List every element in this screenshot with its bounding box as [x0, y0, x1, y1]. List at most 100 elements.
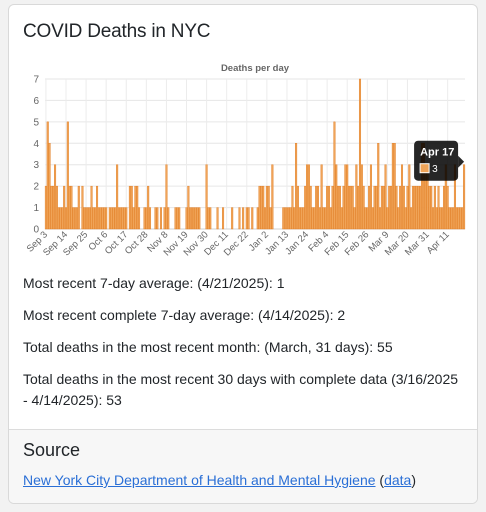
bar — [320, 164, 323, 230]
bar — [85, 207, 88, 230]
bar — [52, 185, 55, 230]
bar — [238, 207, 241, 230]
bar — [373, 185, 376, 230]
y-tick-label: 7 — [33, 75, 39, 86]
bar — [408, 164, 411, 230]
bar — [130, 185, 133, 230]
bar — [187, 185, 190, 230]
bar — [351, 185, 354, 230]
bar — [375, 185, 378, 230]
data-link[interactable]: data — [384, 472, 412, 488]
bar — [269, 207, 272, 230]
bar — [342, 185, 345, 230]
bar — [143, 207, 146, 230]
bar — [114, 207, 117, 230]
bar — [88, 207, 91, 230]
bar — [68, 185, 71, 230]
bar — [242, 207, 245, 230]
bar — [112, 207, 115, 230]
bar — [110, 207, 113, 230]
bar — [349, 185, 352, 230]
bar — [380, 185, 383, 230]
bar — [437, 185, 440, 230]
bar — [57, 207, 60, 230]
bar — [258, 185, 261, 230]
bar — [284, 207, 287, 230]
bar — [148, 207, 152, 230]
card-title: COVID Deaths in NYC — [23, 21, 211, 42]
bar — [90, 185, 93, 230]
bar — [439, 207, 442, 230]
bar — [433, 185, 436, 230]
bar — [72, 207, 75, 230]
bar — [74, 207, 77, 230]
bar — [147, 185, 150, 230]
tooltip-swatch — [419, 163, 430, 174]
bar — [289, 207, 292, 230]
bar — [411, 185, 414, 230]
bar — [267, 185, 270, 230]
bar — [50, 185, 53, 230]
bar — [75, 207, 78, 230]
bar — [136, 185, 139, 230]
bar — [413, 185, 416, 230]
bar — [298, 207, 301, 230]
bar — [81, 185, 84, 230]
bar — [397, 207, 400, 230]
bar — [101, 207, 104, 230]
bar — [300, 207, 303, 230]
bar — [54, 164, 57, 230]
bar — [196, 207, 199, 230]
bar — [55, 185, 58, 230]
bar — [446, 185, 449, 230]
bar — [132, 207, 135, 230]
bar — [285, 207, 288, 230]
stats-section: Most recent 7-day average: (4/21/2025): … — [23, 273, 463, 422]
deaths-chart: Deaths per day 0 1 2 3 4 5 6 7 Sep 3 Sep 14 Sep 25 O… — [15, 57, 473, 271]
bar — [353, 207, 356, 230]
bar — [92, 207, 95, 230]
bar — [364, 207, 367, 230]
source-section: Source New York City Department of Healt… — [9, 429, 477, 503]
bar — [192, 207, 195, 230]
bar — [362, 185, 365, 230]
bar — [463, 164, 466, 230]
bar — [108, 207, 111, 230]
bar — [417, 185, 420, 230]
bar — [393, 143, 396, 230]
stat-complete-7day: Most recent complete 7-day average: (4/1… — [23, 307, 346, 323]
bar — [307, 164, 310, 230]
bar — [265, 185, 268, 230]
bar — [318, 207, 321, 230]
bar — [344, 164, 347, 230]
bar — [190, 207, 194, 230]
bar — [117, 207, 120, 230]
bar — [329, 207, 332, 230]
source-close-paren: ) — [411, 472, 416, 488]
bar — [185, 207, 188, 230]
bar — [355, 164, 358, 230]
bar — [282, 207, 285, 230]
bar — [379, 207, 382, 230]
bar — [165, 164, 168, 230]
y-tick-label: 1 — [33, 203, 39, 214]
bar — [358, 78, 362, 230]
bar — [189, 207, 192, 230]
health-dept-link[interactable]: New York City Department of Health and M… — [23, 472, 376, 488]
tooltip-date: Apr 17 — [420, 147, 454, 159]
bar — [271, 164, 274, 230]
stat-month-total: Total deaths in the most recent month: (… — [23, 339, 393, 355]
bar — [251, 207, 254, 230]
source-line: New York City Department of Health and M… — [23, 472, 416, 488]
bar — [386, 207, 389, 230]
tooltip-caret — [458, 155, 465, 168]
bar — [66, 121, 69, 230]
bar — [291, 185, 294, 230]
bar — [198, 207, 201, 230]
bar — [123, 207, 126, 230]
bar — [116, 164, 119, 230]
y-tick-label: 6 — [33, 96, 39, 107]
bar — [287, 207, 290, 230]
bar — [428, 185, 431, 230]
bar — [338, 185, 341, 230]
